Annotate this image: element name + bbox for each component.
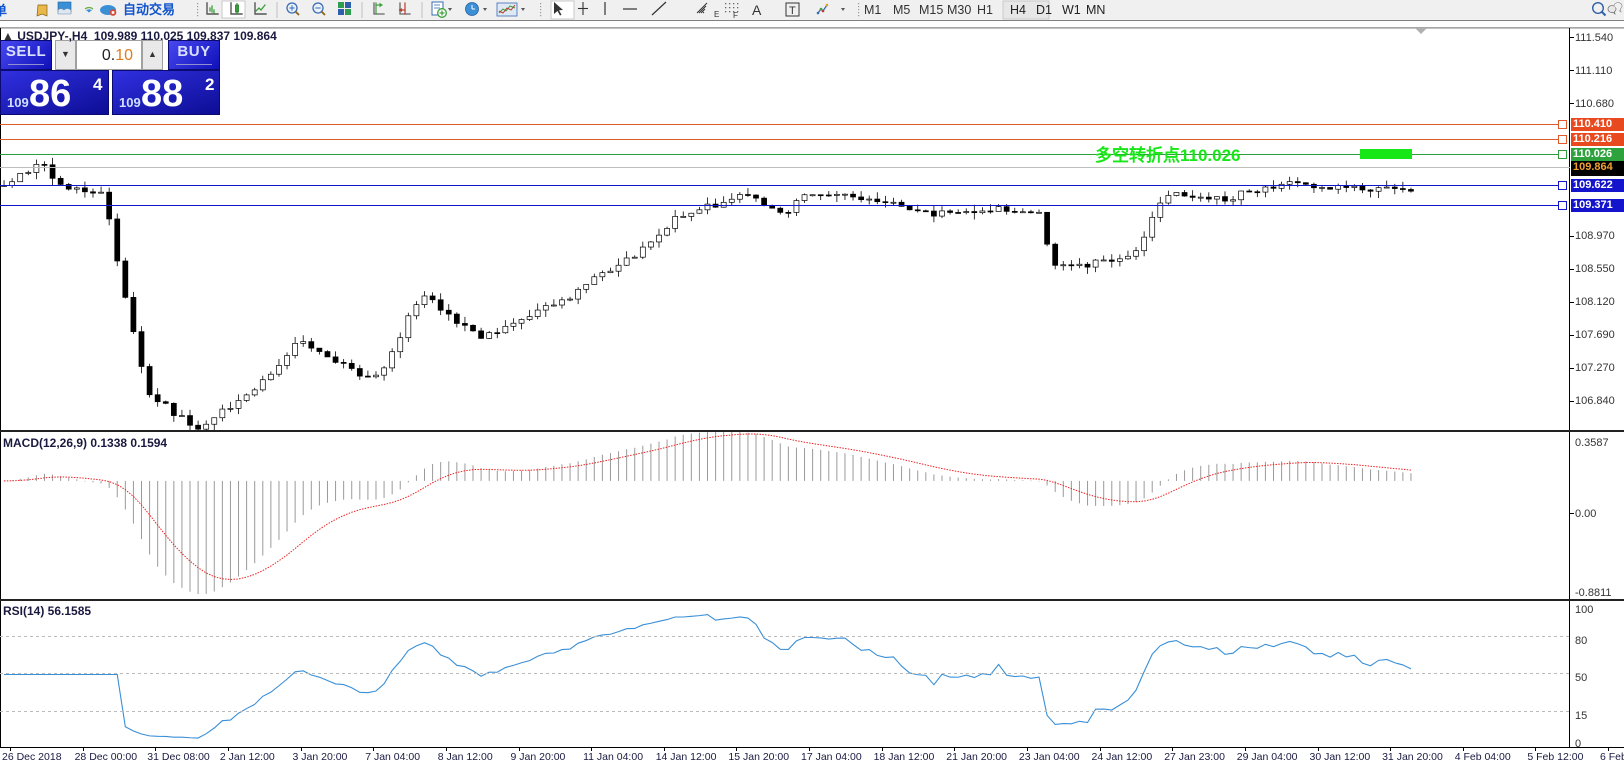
svg-text:MN: MN bbox=[1086, 3, 1105, 17]
svg-text:H4: H4 bbox=[1010, 3, 1026, 17]
svg-text:F: F bbox=[733, 11, 738, 20]
svg-text:M5: M5 bbox=[893, 3, 910, 17]
svg-text:M30: M30 bbox=[947, 3, 971, 17]
svg-text:自动交易: 自动交易 bbox=[123, 2, 175, 17]
svg-text:A: A bbox=[752, 2, 762, 18]
svg-text:单: 单 bbox=[0, 3, 7, 18]
svg-text:E: E bbox=[714, 10, 719, 19]
svg-text:H1: H1 bbox=[977, 3, 993, 17]
svg-text:M15: M15 bbox=[919, 3, 943, 17]
svg-text:T: T bbox=[789, 5, 796, 17]
svg-text:W1: W1 bbox=[1062, 3, 1081, 17]
svg-text:D1: D1 bbox=[1036, 3, 1052, 17]
svg-text:M1: M1 bbox=[864, 3, 881, 17]
